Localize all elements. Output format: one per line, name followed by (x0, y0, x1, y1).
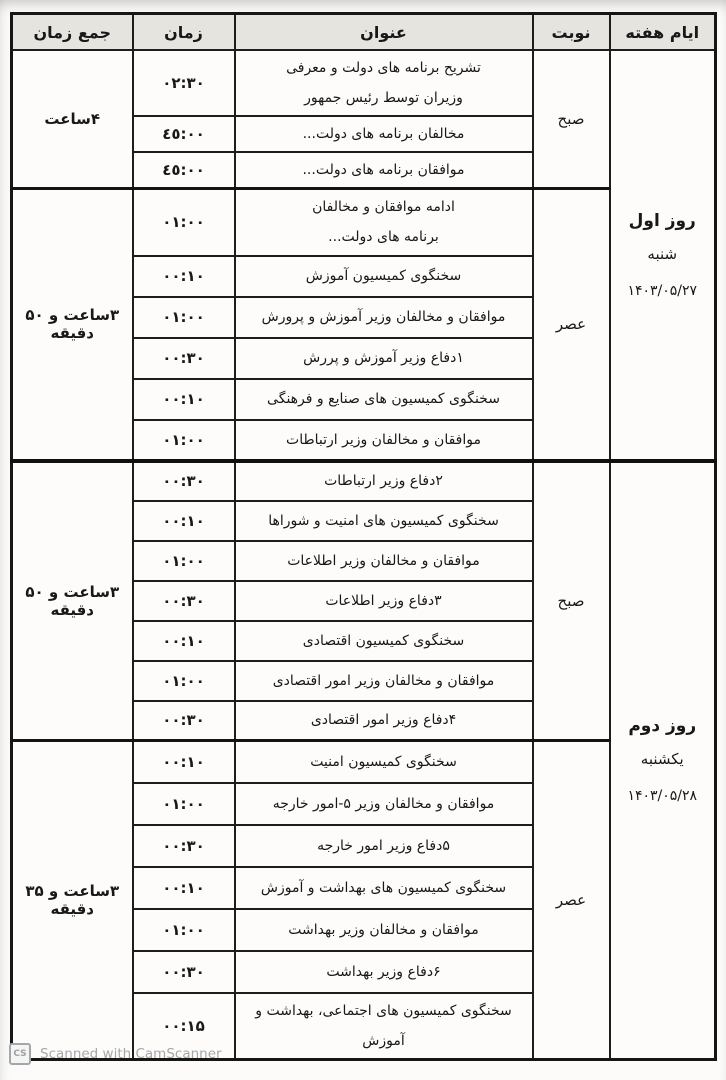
table-row: ۵دفاع وزیر امور خارجه ۰۰:۳۰ (12, 823, 716, 868)
agenda-time: ۰۰:۱۰ (131, 739, 236, 784)
table-row: سخنگوی کمیسیون آموزش ۰۰:۱۰ (12, 254, 716, 298)
agenda-time: ۰۱:۰۰ (131, 539, 236, 582)
table-row: مخالفان برنامه های دولت... ۰۰:٤٥ (12, 115, 716, 154)
table-row: موافقان و مخالفان وزیر آموزش و پرورش ۰۱:… (12, 295, 716, 339)
agenda-time: ۰۲:۳۰ (131, 48, 236, 118)
total-time-cell: ۴ساعت (10, 49, 134, 190)
agenda-title: موافقان و مخالفان وزیر ارتباطات (233, 418, 534, 462)
day-cell-day2: روز دوم یکشنبه ۱۴۰۳/۰۵/۲۸ (608, 458, 717, 1061)
agenda-time: ۰۰:۱۰ (131, 619, 236, 662)
table-row: ۱دفاع وزیر آموزش و پررش ۰۰:۳۰ (12, 336, 716, 380)
table-row: سخنگوی کمیسیون های امنیت و شوراها ۰۰:۱۰ (12, 499, 716, 542)
table-row: موافقان برنامه های دولت... ۰۰:٤٥ (12, 151, 716, 190)
table-row: ۴دفاع وزیر امور اقتصادی ۰۰:۳۰ (12, 699, 716, 742)
agenda-time: ۰۰:۳۰ (131, 336, 236, 380)
agenda-time: ۰۱:۰۰ (131, 295, 236, 339)
day-cell-day1: روز اول شنبه ۱۴۰۳/۰۵/۲۷ (608, 49, 717, 462)
table-row: موافقان و مخالفان وزیر بهداشت ۰۱:۰۰ (12, 907, 716, 952)
shift-cell-morning: صبح (531, 458, 611, 742)
header-time: زمان (131, 12, 236, 51)
agenda-title: سخنگوی کمیسیون اقتصادی (233, 619, 534, 662)
table-row: موافقان و مخالفان وزیر ارتباطات ۰۱:۰۰ (12, 418, 716, 462)
agenda-time: ۰۰:۱۰ (131, 865, 236, 910)
table-row: موافقان و مخالفان وزیر امور اقتصادی ۰۱:۰… (12, 659, 716, 702)
header-day: ایام هفته (608, 12, 717, 51)
agenda-title: مخالفان برنامه های دولت... (233, 115, 534, 154)
shift-cell-morning: صبح (531, 49, 611, 190)
agenda-time: ۰۱:۰۰ (131, 781, 236, 826)
agenda-title: سخنگوی کمیسیون های امنیت و شوراها (233, 499, 534, 542)
agenda-title: ۴دفاع وزیر امور اقتصادی (233, 699, 534, 742)
agenda-time: ۰۰:۱۵ (131, 991, 236, 1061)
total-time-cell: ۳ساعت و ۳۵ دقیقه (10, 739, 134, 1061)
agenda-title: ۲دفاع وزیر ارتباطات (233, 458, 534, 502)
shift-cell-afternoon: عصر (531, 187, 611, 462)
table-row: ۳دفاع وزیر اطلاعات ۰۰:۳۰ (12, 579, 716, 622)
agenda-title: سخنگوی کمیسیون های صنایع و فرهنگی (233, 377, 534, 421)
agenda-time: ۰۰:۳۰ (131, 579, 236, 622)
agenda-time: ۰۰:۱۰ (131, 254, 236, 298)
table-row: موافقان و مخالفان وزیر ۵-امور خارجه ۰۱:۰… (12, 781, 716, 826)
header-total: جمع زمان (10, 12, 134, 51)
header-shift: نوبت (531, 12, 611, 51)
agenda-time: ۰۱:۰۰ (131, 418, 236, 462)
day-label: روز اول (628, 210, 696, 231)
agenda-time: ۰۰:۳۰ (131, 699, 236, 742)
parliament-schedule-table: ایام هفته نوبت عنوان زمان جمع زمان روز ا… (10, 12, 717, 1061)
table-row: عصر ادامه موافقان و مخالفان برنامه های د… (10, 187, 716, 462)
agenda-time: ۰۰:۳۰ (131, 458, 236, 502)
table-row: سخنگوی کمیسیون های صنایع و فرهنگی ۰۰:۱۰ (12, 377, 716, 421)
table-row: موافقان و مخالفان وزیر اطلاعات ۰۱:۰۰ (12, 539, 716, 582)
header-title: عنوان (233, 12, 534, 51)
day-date: ۱۴۰۳/۰۵/۲۸ (627, 788, 698, 805)
agenda-title: سخنگوی کمیسیون های اجتماعی، بهداشت و آمو… (233, 991, 534, 1061)
total-time-cell: ۳ساعت و ۵۰ دقیقه (10, 187, 134, 462)
agenda-time: ۰۰:٤٥ (131, 151, 236, 190)
agenda-title: موافقان و مخالفان وزیر آموزش و پرورش (233, 295, 534, 339)
agenda-time: ۰۰:۳۰ (131, 823, 236, 868)
agenda-title: ۳دفاع وزیر اطلاعات (233, 579, 534, 622)
agenda-title: ۵دفاع وزیر امور خارجه (233, 823, 534, 868)
table-row: ۶دفاع وزیر بهداشت ۰۰:۳۰ (12, 949, 716, 994)
agenda-title: موافقان و مخالفان وزیر ۵-امور خارجه (233, 781, 534, 826)
agenda-title: سخنگوی کمیسیون امنیت (233, 739, 534, 784)
day-label: روز دوم (628, 716, 697, 737)
day-date: ۱۴۰۳/۰۵/۲۷ (627, 282, 698, 299)
table-row: سخنگوی کمیسیون های اجتماعی، بهداشت و آمو… (12, 991, 716, 1061)
agenda-title: موافقان و مخالفان وزیر امور اقتصادی (233, 659, 534, 702)
shift-cell-afternoon: عصر (531, 739, 611, 1061)
day-weekday: یکشنبه (640, 750, 684, 769)
table-row: روز اول شنبه ۱۴۰۳/۰۵/۲۷ صبح تشریح برنامه… (10, 48, 717, 462)
agenda-time: ۰۱:۰۰ (131, 187, 236, 257)
camscanner-icon: CS (9, 1043, 31, 1065)
agenda-time: ۰۰:۱۰ (131, 377, 236, 421)
agenda-title: موافقان و مخالفان وزیر اطلاعات (233, 539, 534, 582)
agenda-time: ۰۰:٤٥ (131, 115, 236, 154)
total-time-cell: ۳ساعت و ۵۰ دقیقه (10, 458, 134, 742)
agenda-time: ۰۱:۰۰ (131, 907, 236, 952)
agenda-time: ۰۰:۳۰ (131, 949, 236, 994)
day-weekday: شنبه (647, 244, 678, 263)
agenda-time: ۰۰:۱۰ (131, 499, 236, 542)
agenda-title: ۶دفاع وزیر بهداشت (233, 949, 534, 994)
camscanner-watermark: CS Scanned with CamScanner (9, 1043, 222, 1065)
agenda-title: سخنگوی کمیسیون های بهداشت و آموزش (233, 865, 534, 910)
agenda-time: ۰۱:۰۰ (131, 659, 236, 702)
table-row: سخنگوی کمیسیون اقتصادی ۰۰:۱۰ (12, 619, 716, 662)
agenda-title: موافقان برنامه های دولت... (233, 151, 534, 190)
header-row: ایام هفته نوبت عنوان زمان جمع زمان (10, 12, 717, 51)
agenda-title: تشریح برنامه های دولت و معرفی وزیران توس… (233, 48, 534, 118)
agenda-title: سخنگوی کمیسیون آموزش (233, 254, 534, 298)
table-row: سخنگوی کمیسیون های بهداشت و آموزش ۰۰:۱۰ (12, 865, 716, 910)
camscanner-watermark-text: Scanned with CamScanner (40, 1046, 222, 1062)
table-row: عصر سخنگوی کمیسیون امنیت ۰۰:۱۰ ۳ساعت و ۳… (10, 739, 716, 1061)
table-row: روز دوم یکشنبه ۱۴۰۳/۰۵/۲۸ صبح ۲دفاع وزیر… (10, 458, 717, 1061)
agenda-title: ۱دفاع وزیر آموزش و پررش (233, 336, 534, 380)
agenda-title: موافقان و مخالفان وزیر بهداشت (233, 907, 534, 952)
agenda-title: ادامه موافقان و مخالفان برنامه های دولت.… (233, 187, 534, 257)
